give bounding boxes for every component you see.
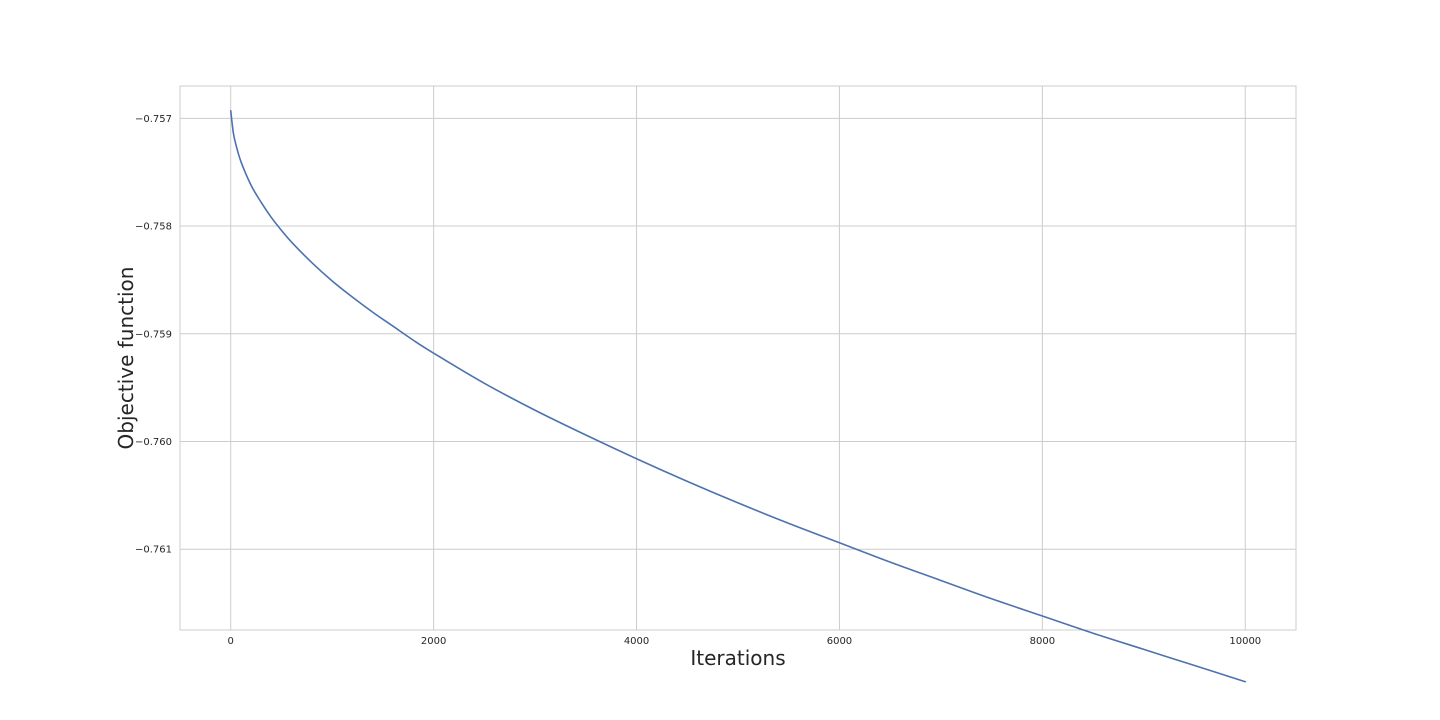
plot-frame: [179, 85, 1297, 631]
x-tick-label: 2000: [421, 636, 446, 647]
y-tick-label: −0.761: [135, 545, 172, 556]
y-tick-labels: −0.757 −0.758 −0.759 −0.760 −0.761: [135, 114, 172, 556]
y-tick-label: −0.759: [135, 329, 172, 340]
y-tick-label: −0.760: [135, 437, 172, 448]
x-tick-label: 10000: [1229, 636, 1261, 647]
x-tick-label: 4000: [624, 636, 649, 647]
grid: [180, 86, 1296, 630]
x-axis-label: Iterations: [690, 646, 785, 670]
x-tick-label: 8000: [1030, 636, 1055, 647]
x-tick-labels: 0 2000 4000 6000 8000 10000: [228, 636, 1262, 647]
y-axis-label: Objective function: [114, 267, 138, 450]
y-tick-label: −0.757: [135, 114, 172, 125]
y-tick-label: −0.758: [135, 222, 172, 233]
x-tick-label: 0: [228, 636, 234, 647]
series-layer: [229, 109, 1247, 683]
series-line-0: [229, 109, 1247, 683]
x-tick-label: 6000: [827, 636, 852, 647]
